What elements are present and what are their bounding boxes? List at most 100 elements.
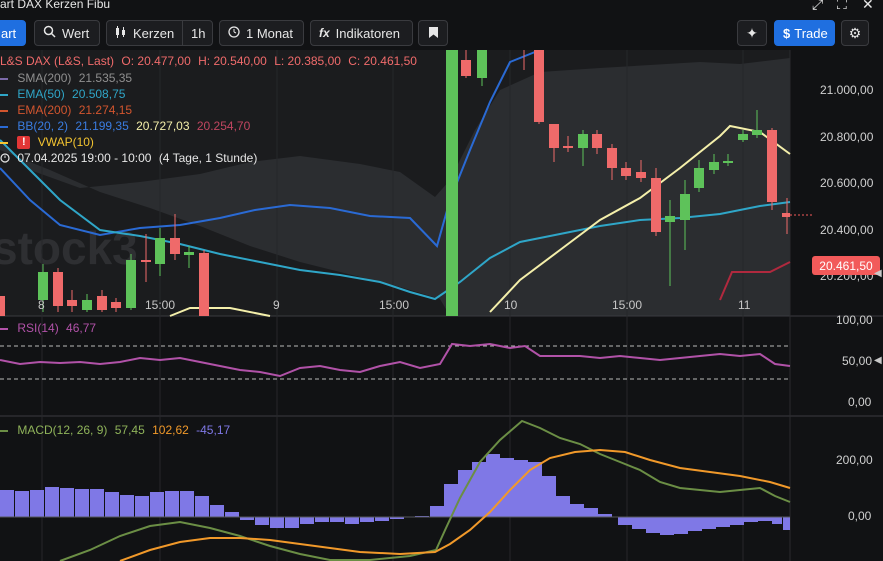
magic-button[interactable]: ✦ [737, 20, 767, 46]
bb-value-lower: 20.254,70 [196, 119, 251, 133]
time-detail: (4 Tage, 1 Stunde) [158, 151, 258, 165]
legend-open: O: 20.477,00 [121, 54, 191, 68]
macd-axis-label: 0,00 [848, 509, 872, 523]
rsi-axis-label: 0,00 [848, 395, 872, 409]
clock-small-icon [0, 152, 10, 166]
legend-instrument: L&S DAX (L&S, Last) [0, 54, 115, 68]
sparkle-icon: ✦ [746, 24, 758, 41]
bookmark-icon [428, 26, 438, 41]
fullscreen-icon[interactable]: ⛶ [837, 0, 847, 12]
dollar-icon: $ [783, 25, 791, 41]
histogram-value: -45,17 [196, 423, 231, 437]
bb-value-upper: 21.199,35 [75, 119, 129, 133]
candles-icon [115, 25, 127, 41]
bollinger-band-area [0, 58, 790, 316]
candles [0, 50, 790, 316]
close-icon[interactable]: ✕ [862, 0, 874, 12]
ema200-value: 21.274,15 [78, 103, 133, 117]
vwap-swatch-icon [0, 141, 8, 144]
window-title: art DAX Kerzen Fibu [0, 0, 111, 11]
rsi-axis-label: 100,00 [836, 313, 873, 327]
collapse-arrow-icon[interactable]: ◀ [874, 355, 882, 366]
signal-value: 102,62 [152, 423, 189, 437]
bookmark-button[interactable] [418, 20, 448, 46]
rsi-line [0, 342, 791, 378]
chart-area[interactable]: stock3 [0, 50, 883, 561]
trade-label: Trade [794, 25, 828, 41]
settings-button[interactable]: ⚙ [841, 20, 869, 46]
warning-icon: ! [17, 136, 31, 150]
legend-row-ema50[interactable]: EMA(50) 20.508,75 [0, 87, 129, 101]
legend-high: H: 20.540,00 [198, 54, 267, 68]
rsi-label: RSI(14) [17, 321, 59, 335]
vwap-line-left [169, 307, 271, 317]
ema50-swatch-icon [0, 93, 8, 96]
legend-row-vwap[interactable]: ! VWAP(10) [0, 135, 98, 150]
legend-low: L: 20.385,00 [274, 54, 341, 68]
interval-label[interactable]: 1h [191, 25, 206, 41]
indicators-button[interactable]: fx Indikatoren [310, 20, 413, 46]
x-axis-label: 11 [738, 298, 751, 312]
range-button[interactable]: 1 Monat [219, 20, 304, 46]
resize-icon[interactable]: ⤢ [812, 0, 824, 12]
watermark: stock3 [0, 222, 138, 274]
fx-icon: fx [319, 26, 330, 40]
macd-value: 57,45 [114, 423, 145, 437]
legend-row-rsi[interactable]: RSI(14) 46,77 [0, 321, 100, 335]
y-axis-label: 21.000,00 [820, 83, 874, 97]
search-button[interactable]: Wert [34, 20, 100, 46]
last-price-tag: 20.461,50 [812, 256, 880, 275]
chart-type-label: Kerzen [133, 25, 175, 41]
chart-button[interactable]: art [0, 20, 26, 46]
legend-row-ema200[interactable]: EMA(200) 21.274,15 [0, 103, 136, 117]
gear-icon: ⚙ [848, 24, 862, 41]
bollinger-middle-line [0, 50, 541, 248]
bb-value-middle: 20.727,03 [136, 119, 190, 133]
rsi-value: 46,77 [66, 321, 97, 335]
bollinger-lower-line [719, 261, 791, 301]
y-axis-label: 20.800,00 [820, 130, 874, 144]
ema50-label: EMA(50) [17, 87, 65, 101]
legend-close: C: 20.461,50 [348, 54, 417, 68]
bb-label: BB(20, 2) [17, 119, 69, 133]
signal-line [119, 448, 791, 561]
x-axis-label: 15:00 [612, 298, 643, 312]
x-axis-label: 15:00 [145, 298, 176, 312]
macd-swatch-icon [0, 429, 8, 432]
macd-label: MACD(12, 26, 9) [17, 423, 108, 437]
y-axis-label: 20.400,00 [820, 223, 874, 237]
sma-value: 21.535,35 [78, 71, 133, 85]
legend-row-time: 07.04.2025 19:00 - 10:00 (4 Tage, 1 Stun… [0, 151, 261, 166]
ema50-value: 20.508,75 [72, 87, 126, 101]
legend-row-sma[interactable]: SMA(200) 21.535,35 [0, 71, 136, 85]
collapse-arrow-icon[interactable]: ◀ [874, 268, 882, 279]
search-label: Wert [62, 25, 90, 41]
rsi-axis-label: 50,00 [842, 354, 873, 368]
rsi-swatch-icon [0, 327, 8, 330]
macd-line [59, 419, 791, 561]
chart-canvas[interactable]: stock3 [0, 50, 883, 561]
clock-icon [228, 25, 240, 41]
range-label: 1 Monat [246, 25, 293, 41]
indicators-label: Indikatoren [335, 25, 400, 41]
chart-toolbar: art Wert Kerzen 1h 1 Monat fx Indikatore… [0, 14, 883, 54]
legend-row-instrument: L&S DAX (L&S, Last) O: 20.477,00 H: 20.5… [0, 54, 421, 68]
macd-axis-label: 200,00 [836, 453, 873, 467]
ema200-label: EMA(200) [17, 103, 72, 117]
x-axis-label: 9 [273, 298, 280, 312]
trade-button[interactable]: $ Trade [774, 20, 835, 46]
x-axis-label: 15:00 [379, 298, 410, 312]
bb-swatch-icon [0, 125, 8, 128]
title-bar: art DAX Kerzen Fibu ⤢ ⛶ ✕ [0, 0, 883, 14]
legend-row-macd[interactable]: MACD(12, 26, 9) 57,45 102,62 -45,17 [0, 423, 234, 437]
sma-label: SMA(200) [17, 71, 72, 85]
ema200-swatch-icon [0, 109, 8, 112]
x-axis-label: 8 [38, 298, 45, 312]
chart-label: art [1, 25, 17, 41]
sma-swatch-icon [0, 77, 8, 80]
search-icon [43, 25, 56, 41]
x-axis-label: 10 [504, 298, 518, 312]
y-axis-label: 20.600,00 [820, 176, 874, 190]
chart-type-button[interactable]: Kerzen 1h [106, 20, 213, 46]
legend-row-bb[interactable]: BB(20, 2) 21.199,35 20.727,03 20.254,70 [0, 119, 254, 133]
